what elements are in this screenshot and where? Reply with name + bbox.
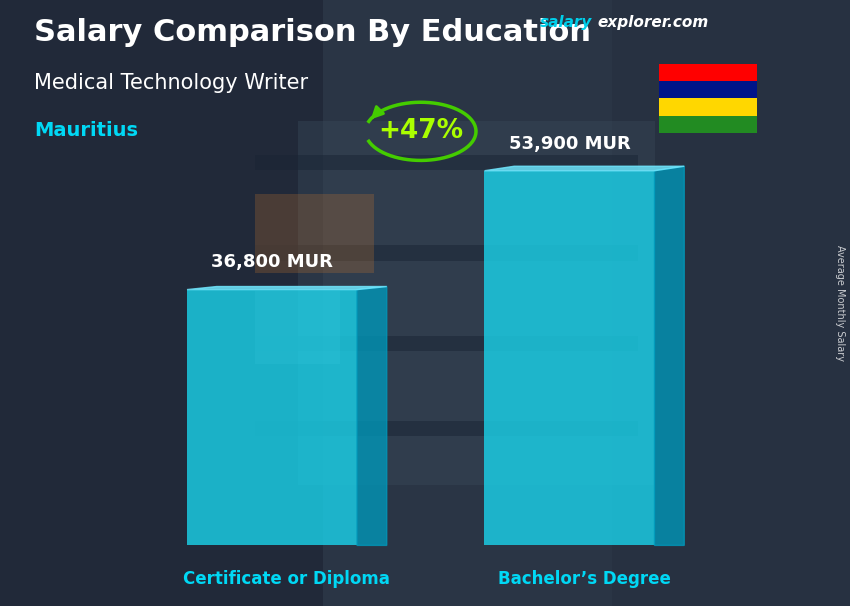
Text: Certificate or Diploma: Certificate or Diploma: [184, 570, 390, 588]
Bar: [659, 116, 756, 133]
Bar: [659, 64, 756, 81]
Bar: [255, 421, 638, 436]
Bar: [0, 0, 323, 606]
Text: Salary Comparison By Education: Salary Comparison By Education: [34, 18, 591, 47]
Bar: [298, 121, 654, 485]
Text: Bachelor’s Degree: Bachelor’s Degree: [498, 570, 671, 588]
Bar: [659, 98, 756, 116]
Polygon shape: [654, 166, 684, 545]
Bar: [255, 194, 374, 273]
Text: explorer.com: explorer.com: [598, 15, 709, 30]
Text: Mauritius: Mauritius: [34, 121, 138, 140]
Text: 36,800 MUR: 36,800 MUR: [211, 253, 333, 271]
Bar: [612, 0, 850, 606]
Bar: [255, 336, 638, 351]
Polygon shape: [357, 287, 387, 545]
Polygon shape: [484, 166, 684, 171]
Bar: [187, 290, 357, 545]
Polygon shape: [187, 287, 387, 290]
Bar: [484, 171, 654, 545]
Text: Average Monthly Salary: Average Monthly Salary: [835, 245, 845, 361]
Bar: [255, 291, 340, 364]
Text: +47%: +47%: [378, 118, 463, 144]
Text: salary: salary: [540, 15, 592, 30]
Bar: [255, 245, 638, 261]
Bar: [659, 81, 756, 98]
Bar: [255, 155, 638, 170]
Text: Medical Technology Writer: Medical Technology Writer: [34, 73, 308, 93]
Text: 53,900 MUR: 53,900 MUR: [508, 135, 631, 153]
